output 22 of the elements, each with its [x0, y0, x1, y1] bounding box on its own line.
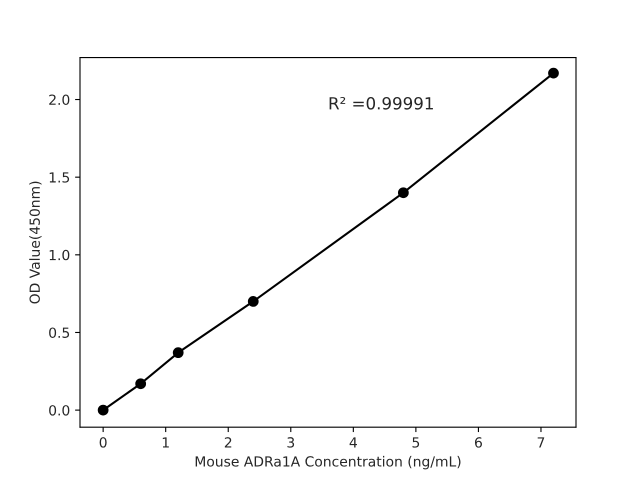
y-tick-label: 1.0	[50, 250, 70, 260]
x-tick-label: 5	[412, 437, 420, 448]
x-tick-label: 1	[162, 437, 169, 448]
point	[172, 347, 184, 358]
x-tick-label: 3	[287, 437, 294, 448]
x-tick-label: 7	[538, 437, 544, 448]
x-tick-label: 4	[350, 437, 357, 448]
x-axis-title: Mouse ADRa1A Concentration (ng/mL)	[196, 456, 460, 470]
y-tick-label: 2.0	[49, 94, 70, 106]
y-axis-title: OD Value(450nm)	[29, 182, 42, 304]
point	[398, 187, 409, 198]
y-tick-label: 1.5	[50, 172, 70, 183]
point	[548, 68, 559, 79]
point	[248, 296, 259, 307]
y-tick-label: 0.5	[49, 327, 70, 338]
x-tick-label: 0	[100, 437, 107, 448]
point	[135, 378, 146, 390]
y-tick-label: 0.0	[49, 405, 70, 416]
x-tick-label: 6	[474, 437, 482, 448]
point	[98, 404, 109, 416]
x-tick-label: 2	[224, 437, 232, 448]
annotation: R² =0.99991	[330, 96, 433, 110]
